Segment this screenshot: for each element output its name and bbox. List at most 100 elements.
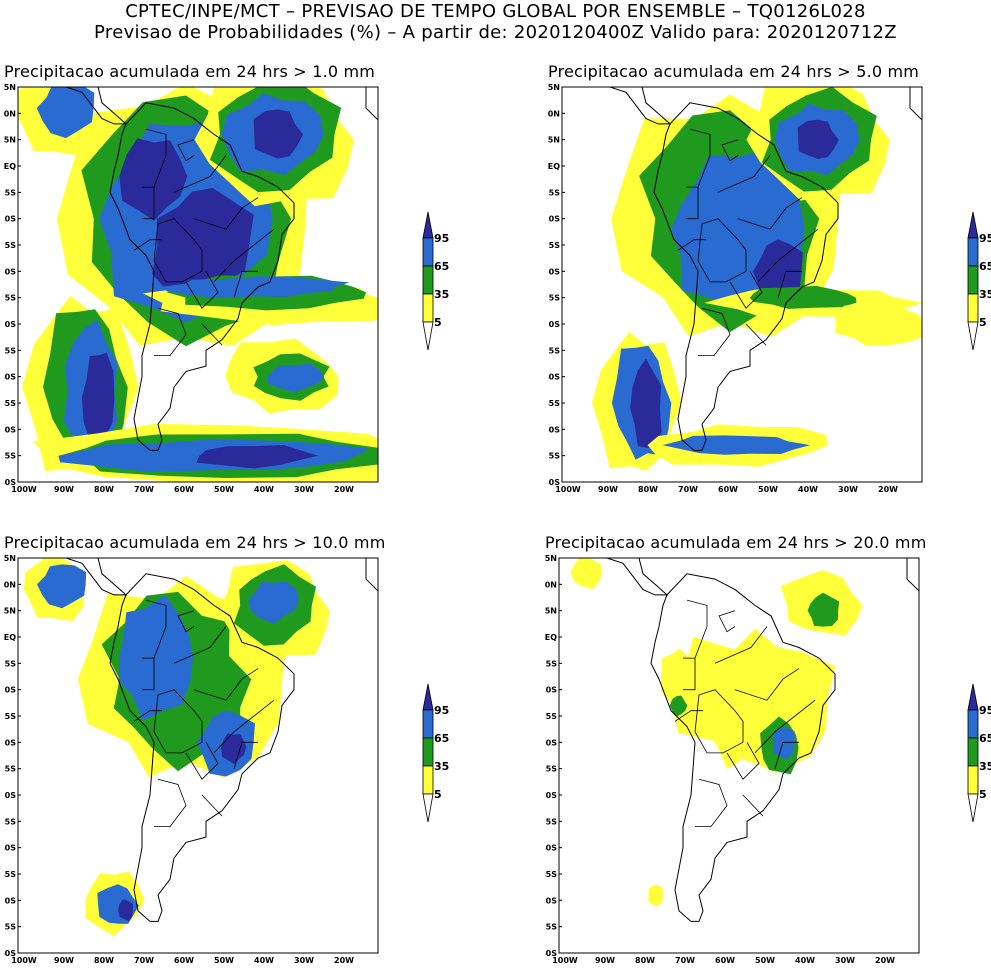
country-border bbox=[193, 668, 259, 701]
latitude-label: 5N bbox=[4, 607, 16, 616]
probability-legend: 95 65 35 5 bbox=[963, 682, 991, 831]
panel-title: Precipitacao acumulada em 24 hrs > 1.0 m… bbox=[4, 62, 376, 81]
panel-title: Precipitacao acumulada em 24 hrs > 5.0 m… bbox=[548, 62, 920, 81]
latitude-label: 10N bbox=[548, 109, 560, 118]
map-content bbox=[570, 558, 919, 922]
legend-swatch-white bbox=[422, 321, 434, 351]
latitude-label: 55S bbox=[4, 923, 16, 932]
longitude-label: 100W bbox=[11, 485, 37, 494]
legend-swatch-yellow bbox=[967, 293, 979, 323]
legend-swatch-darkblue bbox=[967, 683, 979, 711]
longitude-label: 20W bbox=[334, 485, 354, 494]
country-border bbox=[698, 307, 731, 357]
legend-swatch-blue bbox=[422, 709, 434, 739]
probability-area-blue bbox=[158, 276, 350, 299]
probability-area-darkblue bbox=[118, 899, 133, 922]
latitude-label: 20S bbox=[548, 267, 560, 276]
country-border bbox=[133, 239, 162, 251]
latitude-label: 45S bbox=[548, 399, 560, 408]
country-border bbox=[737, 197, 803, 230]
probability-legend: 95 65 35 5 bbox=[418, 210, 450, 359]
precipitation-map: 15N 10N 5N EQ 5S 10S 15S 20S 25S 30S 35S 40S 45S 50S 5… bbox=[545, 554, 920, 965]
latitude-label: 45S bbox=[545, 870, 557, 879]
coastline-central-america bbox=[64, 87, 128, 125]
latitude-label: 5N bbox=[4, 136, 16, 145]
probability-area-darkblue bbox=[797, 119, 839, 159]
latitude-label: 30S bbox=[4, 791, 16, 800]
country-border bbox=[674, 710, 703, 722]
latitude-label: 10N bbox=[4, 109, 16, 118]
latitude-label: 50S bbox=[4, 425, 16, 434]
country-border bbox=[233, 741, 258, 769]
probability-area-blue bbox=[248, 581, 299, 624]
longitude-label: 50W bbox=[214, 956, 234, 965]
precipitation-map: 15N 10N 5N EQ 5S 10S 15S 20S 25S 30S 35S 40S 45S 50S 5… bbox=[4, 83, 379, 494]
probability-area-green bbox=[807, 592, 840, 627]
country-border bbox=[729, 271, 763, 309]
longitude-label: 60W bbox=[715, 956, 735, 965]
country-border bbox=[142, 657, 155, 691]
country-border bbox=[142, 186, 155, 220]
country-border bbox=[177, 139, 195, 162]
latitude-label: 15N bbox=[4, 83, 16, 92]
probability-legend: 95 65 35 5 bbox=[963, 210, 991, 359]
latitude-label: 15S bbox=[548, 241, 560, 250]
legend-colorbar bbox=[967, 683, 979, 823]
country-border bbox=[689, 128, 711, 188]
country-border bbox=[774, 741, 799, 769]
longitude-label: 90W bbox=[54, 485, 74, 494]
latitude-label: EQ bbox=[548, 162, 560, 171]
country-border bbox=[145, 599, 167, 659]
country-border bbox=[754, 699, 816, 754]
longitude-label: 70W bbox=[678, 485, 698, 494]
probability-area-darkblue bbox=[119, 138, 188, 221]
latitude-label: 60S bbox=[545, 949, 557, 958]
longitude-label: 70W bbox=[134, 485, 154, 494]
latitude-label: 20S bbox=[4, 267, 16, 276]
probability-area-blue bbox=[772, 727, 795, 760]
country-border bbox=[697, 218, 747, 283]
country-border bbox=[233, 270, 258, 298]
longitude-label: 20W bbox=[878, 485, 898, 494]
legend-swatch-darkblue bbox=[422, 683, 434, 711]
latitude-label: 5N bbox=[545, 607, 557, 616]
longitude-label: 90W bbox=[54, 956, 74, 965]
latitude-label: 5S bbox=[5, 659, 17, 668]
longitude-label: 80W bbox=[638, 485, 658, 494]
latitude-label: 40S bbox=[548, 373, 560, 382]
latitude-label: 35S bbox=[545, 817, 557, 826]
latitude-label: 15S bbox=[545, 712, 557, 721]
map-frame bbox=[558, 557, 920, 954]
legend-colorbar bbox=[422, 683, 434, 823]
coastline-south-america bbox=[109, 573, 295, 922]
panel-title: Precipitacao acumulada em 24 hrs > 20.0 … bbox=[545, 533, 927, 552]
country-border bbox=[173, 155, 227, 193]
latitude-label: 55S bbox=[548, 452, 560, 461]
latitude-label: 40S bbox=[4, 373, 16, 382]
longitude-label: 50W bbox=[758, 485, 778, 494]
latitude-label: 60S bbox=[4, 478, 16, 487]
country-border bbox=[185, 271, 219, 309]
latitude-label: 20S bbox=[545, 738, 557, 747]
legend-swatch-green bbox=[422, 737, 434, 767]
longitude-label: 60W bbox=[174, 956, 194, 965]
country-border bbox=[686, 186, 699, 220]
legend-label: 65 bbox=[434, 260, 450, 273]
longitude-label: 100W bbox=[555, 485, 581, 494]
latitude-label: 10N bbox=[4, 580, 16, 589]
map-content bbox=[592, 87, 922, 471]
map-panel-1mm: Precipitacao acumulada em 24 hrs > 1.0 m… bbox=[4, 62, 444, 502]
longitude-label: 30W bbox=[835, 956, 855, 965]
legend-swatch-green bbox=[967, 737, 979, 767]
country-border bbox=[734, 668, 800, 701]
longitude-label: 90W bbox=[595, 956, 615, 965]
legend-swatch-white bbox=[422, 793, 434, 823]
country-border bbox=[154, 307, 187, 357]
latitude-label: 15N bbox=[545, 554, 557, 563]
legend-label: 35 bbox=[979, 288, 991, 301]
latitude-label: 35S bbox=[4, 346, 16, 355]
country-border bbox=[133, 710, 162, 722]
country-border bbox=[721, 139, 739, 162]
probability-area-darkblue bbox=[630, 358, 662, 449]
legend-label: 65 bbox=[434, 732, 450, 745]
